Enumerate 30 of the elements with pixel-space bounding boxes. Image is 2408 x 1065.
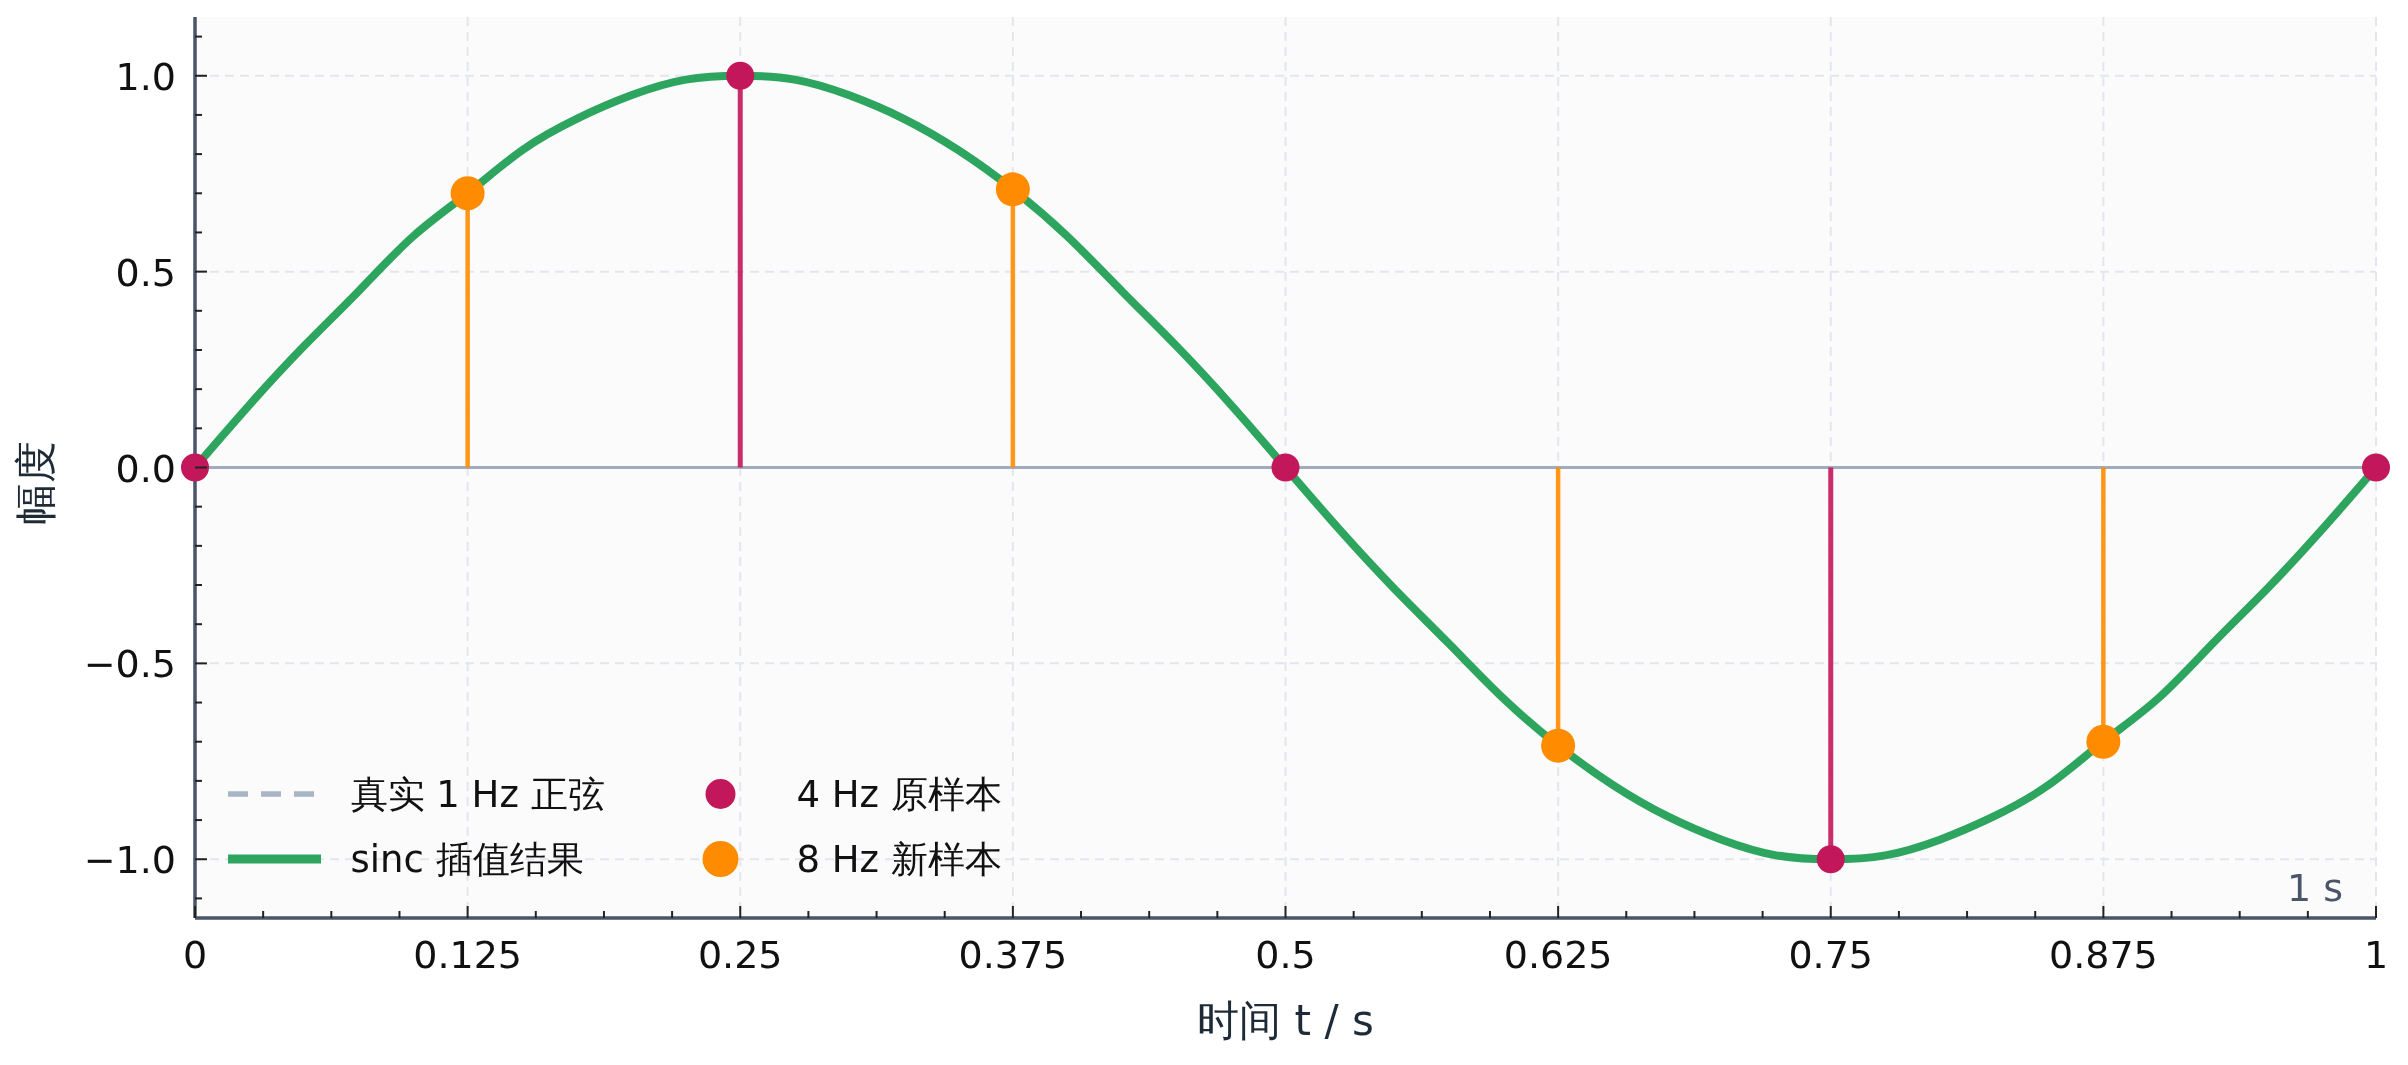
point — [995, 172, 1030, 207]
point — [2362, 453, 2390, 482]
annotation: 1 s — [2286, 866, 2343, 910]
y-tick-label: −0.5 — [83, 642, 176, 687]
x-tick-label: 0.25 — [697, 933, 783, 977]
legend-label: sinc 插值结果 — [350, 838, 584, 881]
y-tick-label: 0.5 — [115, 250, 176, 295]
legend-label: 真实 1 Hz 正弦 — [350, 773, 605, 816]
x-axis-title: 时间 t / s — [1197, 996, 1374, 1045]
point — [726, 61, 755, 90]
legend-label: 8 Hz 新样本 — [796, 838, 1002, 881]
x-tick-label: 0.375 — [958, 933, 1068, 977]
x-tick-label: 0.875 — [2048, 933, 2158, 977]
x-tick-label: 0.125 — [413, 933, 523, 977]
y-tick-label: 0.0 — [115, 446, 176, 491]
y-tick-label: −1.0 — [83, 838, 176, 883]
y-axis-title: 幅度 — [11, 440, 60, 525]
x-tick-label: 0.5 — [1255, 933, 1316, 977]
y-tick-label: 1.0 — [115, 54, 176, 99]
point — [450, 176, 485, 211]
point — [1271, 453, 1300, 482]
point — [1541, 728, 1576, 763]
x-tick-label: 0.625 — [1503, 933, 1613, 977]
x-tick-label: 0 — [182, 933, 208, 977]
legend-label: 4 Hz 原样本 — [796, 773, 1002, 816]
x-tick-label: 1 — [2363, 933, 2389, 977]
point — [2086, 724, 2121, 759]
point — [1816, 845, 1845, 874]
point — [181, 453, 209, 482]
x-tick-label: 0.75 — [1788, 933, 1874, 977]
